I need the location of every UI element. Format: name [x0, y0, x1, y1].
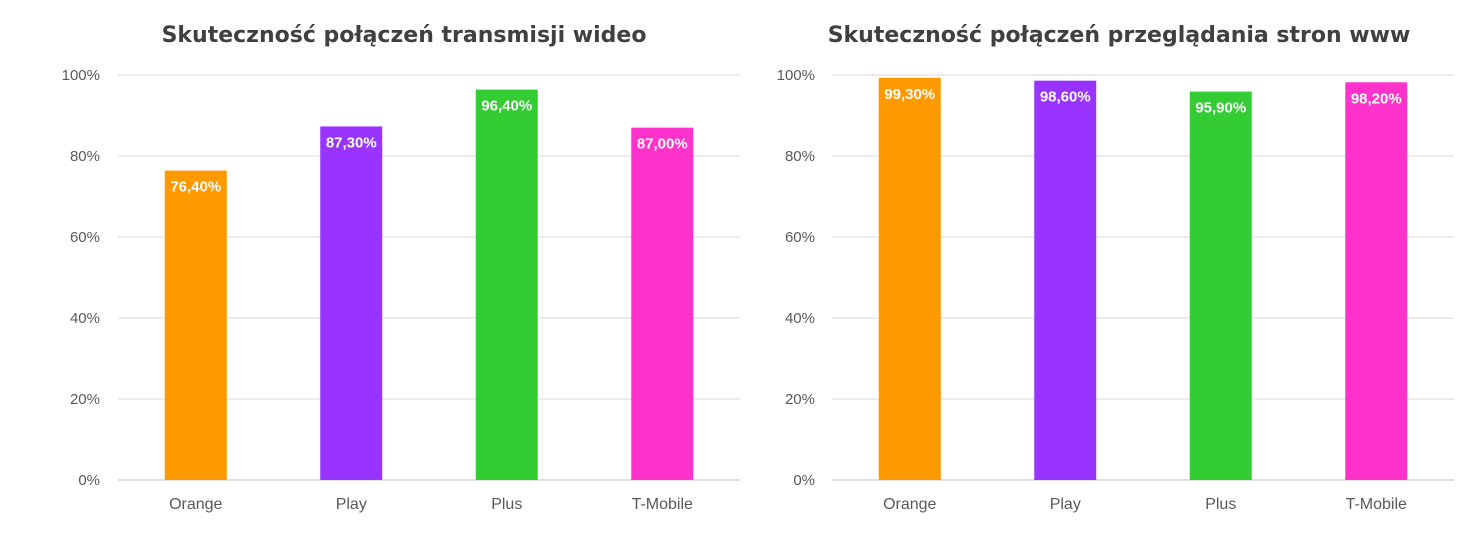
data-label: 95,90% — [1195, 100, 1246, 117]
data-label: 87,30% — [326, 134, 377, 151]
data-label: 76,40% — [170, 179, 221, 196]
bar — [1034, 80, 1097, 481]
y-tick-label: 100% — [777, 67, 815, 84]
y-tick-label: 0% — [78, 472, 100, 489]
data-label: 98,20% — [1351, 90, 1402, 107]
bar — [1189, 91, 1252, 480]
x-tick-label: T-Mobile — [632, 496, 693, 513]
y-tick-label: 60% — [70, 229, 100, 246]
chart-title: Skuteczność połączeń transmisji wideo — [162, 23, 647, 48]
bar — [164, 170, 227, 480]
x-tick-label: Plus — [491, 496, 522, 513]
y-tick-label: 100% — [62, 67, 100, 84]
data-label: 96,40% — [481, 98, 532, 115]
y-tick-label: 40% — [785, 310, 815, 327]
x-tick-label: Play — [336, 496, 367, 513]
x-tick-label: Orange — [883, 496, 936, 513]
x-tick-label: T-Mobile — [1346, 496, 1407, 513]
y-tick-label: 60% — [785, 229, 815, 246]
bar — [320, 126, 383, 480]
y-tick-label: 20% — [785, 391, 815, 408]
y-tick-label: 20% — [70, 391, 100, 408]
y-tick-label: 40% — [70, 310, 100, 327]
bar — [878, 77, 941, 481]
y-tick-label: 0% — [793, 472, 815, 489]
data-label: 98,60% — [1040, 89, 1091, 106]
data-label: 87,00% — [637, 136, 688, 153]
chart-title: Skuteczność połączeń przeglądania stron … — [828, 23, 1411, 48]
x-tick-label: Play — [1050, 496, 1081, 513]
y-tick-label: 80% — [70, 148, 100, 165]
y-tick-label: 80% — [785, 148, 815, 165]
x-tick-label: Plus — [1205, 496, 1236, 513]
bar — [475, 89, 538, 480]
bar — [1345, 82, 1408, 480]
x-tick-label: Orange — [169, 496, 222, 513]
data-label: 99,30% — [884, 86, 935, 103]
bar — [631, 127, 694, 481]
